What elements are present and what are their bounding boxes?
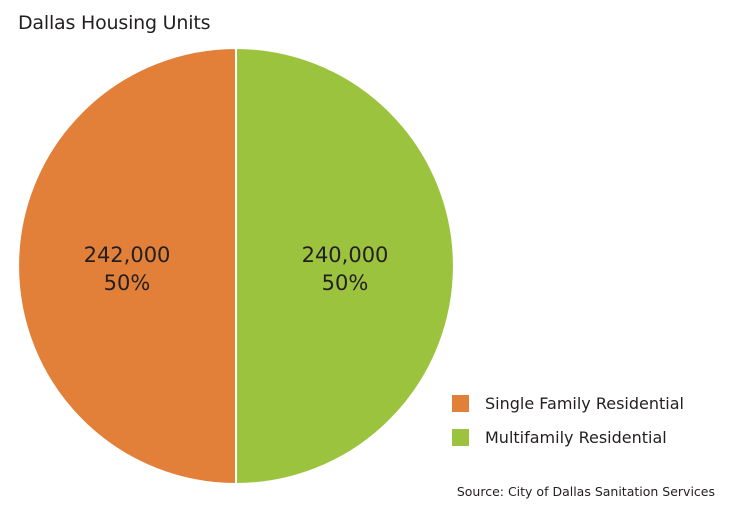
legend-swatch	[452, 394, 469, 412]
legend-label: Multifamily Residential	[485, 427, 667, 447]
legend-label: Single Family Residential	[485, 393, 684, 413]
slice-percent-label: 50%	[104, 271, 151, 295]
slice-percent-label: 50%	[322, 271, 369, 295]
pie-slice-1	[235, 46, 455, 486]
slice-value-label: 242,000	[84, 243, 171, 267]
legend: Single Family Residential Multifamily Re…	[452, 392, 684, 460]
chart-title: Dallas Housing Units	[18, 12, 211, 34]
slice-value-label: 240,000	[302, 243, 389, 267]
source-note: Source: City of Dallas Sanitation Servic…	[456, 484, 715, 499]
legend-item-multifamily: Multifamily Residential	[452, 426, 684, 448]
legend-swatch	[452, 428, 469, 446]
pie-slice-0	[17, 46, 237, 486]
legend-item-single-family: Single Family Residential	[452, 392, 684, 414]
